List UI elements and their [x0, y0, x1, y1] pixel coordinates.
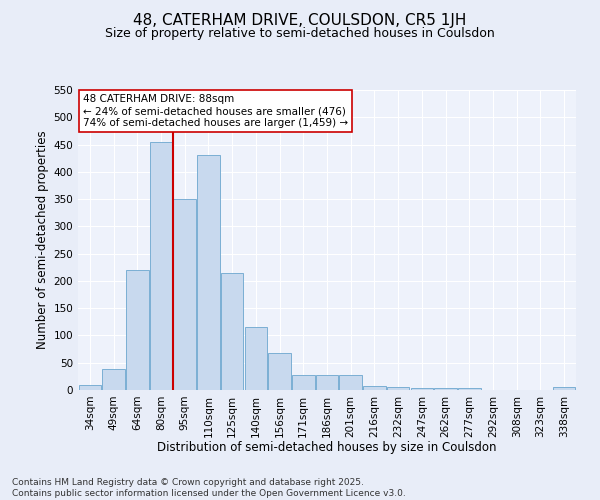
Bar: [363, 386, 386, 390]
Text: 48, CATERHAM DRIVE, COULSDON, CR5 1JH: 48, CATERHAM DRIVE, COULSDON, CR5 1JH: [133, 12, 467, 28]
Bar: [79, 384, 101, 390]
Bar: [221, 272, 244, 390]
Bar: [197, 156, 220, 390]
Bar: [553, 388, 575, 390]
Bar: [387, 388, 409, 390]
Bar: [292, 376, 314, 390]
Bar: [434, 388, 457, 390]
Bar: [150, 142, 172, 390]
Bar: [458, 388, 481, 390]
Bar: [340, 376, 362, 390]
Text: Contains HM Land Registry data © Crown copyright and database right 2025.
Contai: Contains HM Land Registry data © Crown c…: [12, 478, 406, 498]
X-axis label: Distribution of semi-detached houses by size in Coulsdon: Distribution of semi-detached houses by …: [157, 441, 497, 454]
Bar: [268, 353, 291, 390]
Bar: [126, 270, 149, 390]
Y-axis label: Number of semi-detached properties: Number of semi-detached properties: [36, 130, 49, 350]
Bar: [173, 199, 196, 390]
Text: 48 CATERHAM DRIVE: 88sqm
← 24% of semi-detached houses are smaller (476)
74% of : 48 CATERHAM DRIVE: 88sqm ← 24% of semi-d…: [83, 94, 348, 128]
Bar: [410, 388, 433, 390]
Bar: [245, 328, 267, 390]
Text: Size of property relative to semi-detached houses in Coulsdon: Size of property relative to semi-detach…: [105, 28, 495, 40]
Bar: [103, 370, 125, 390]
Bar: [316, 376, 338, 390]
